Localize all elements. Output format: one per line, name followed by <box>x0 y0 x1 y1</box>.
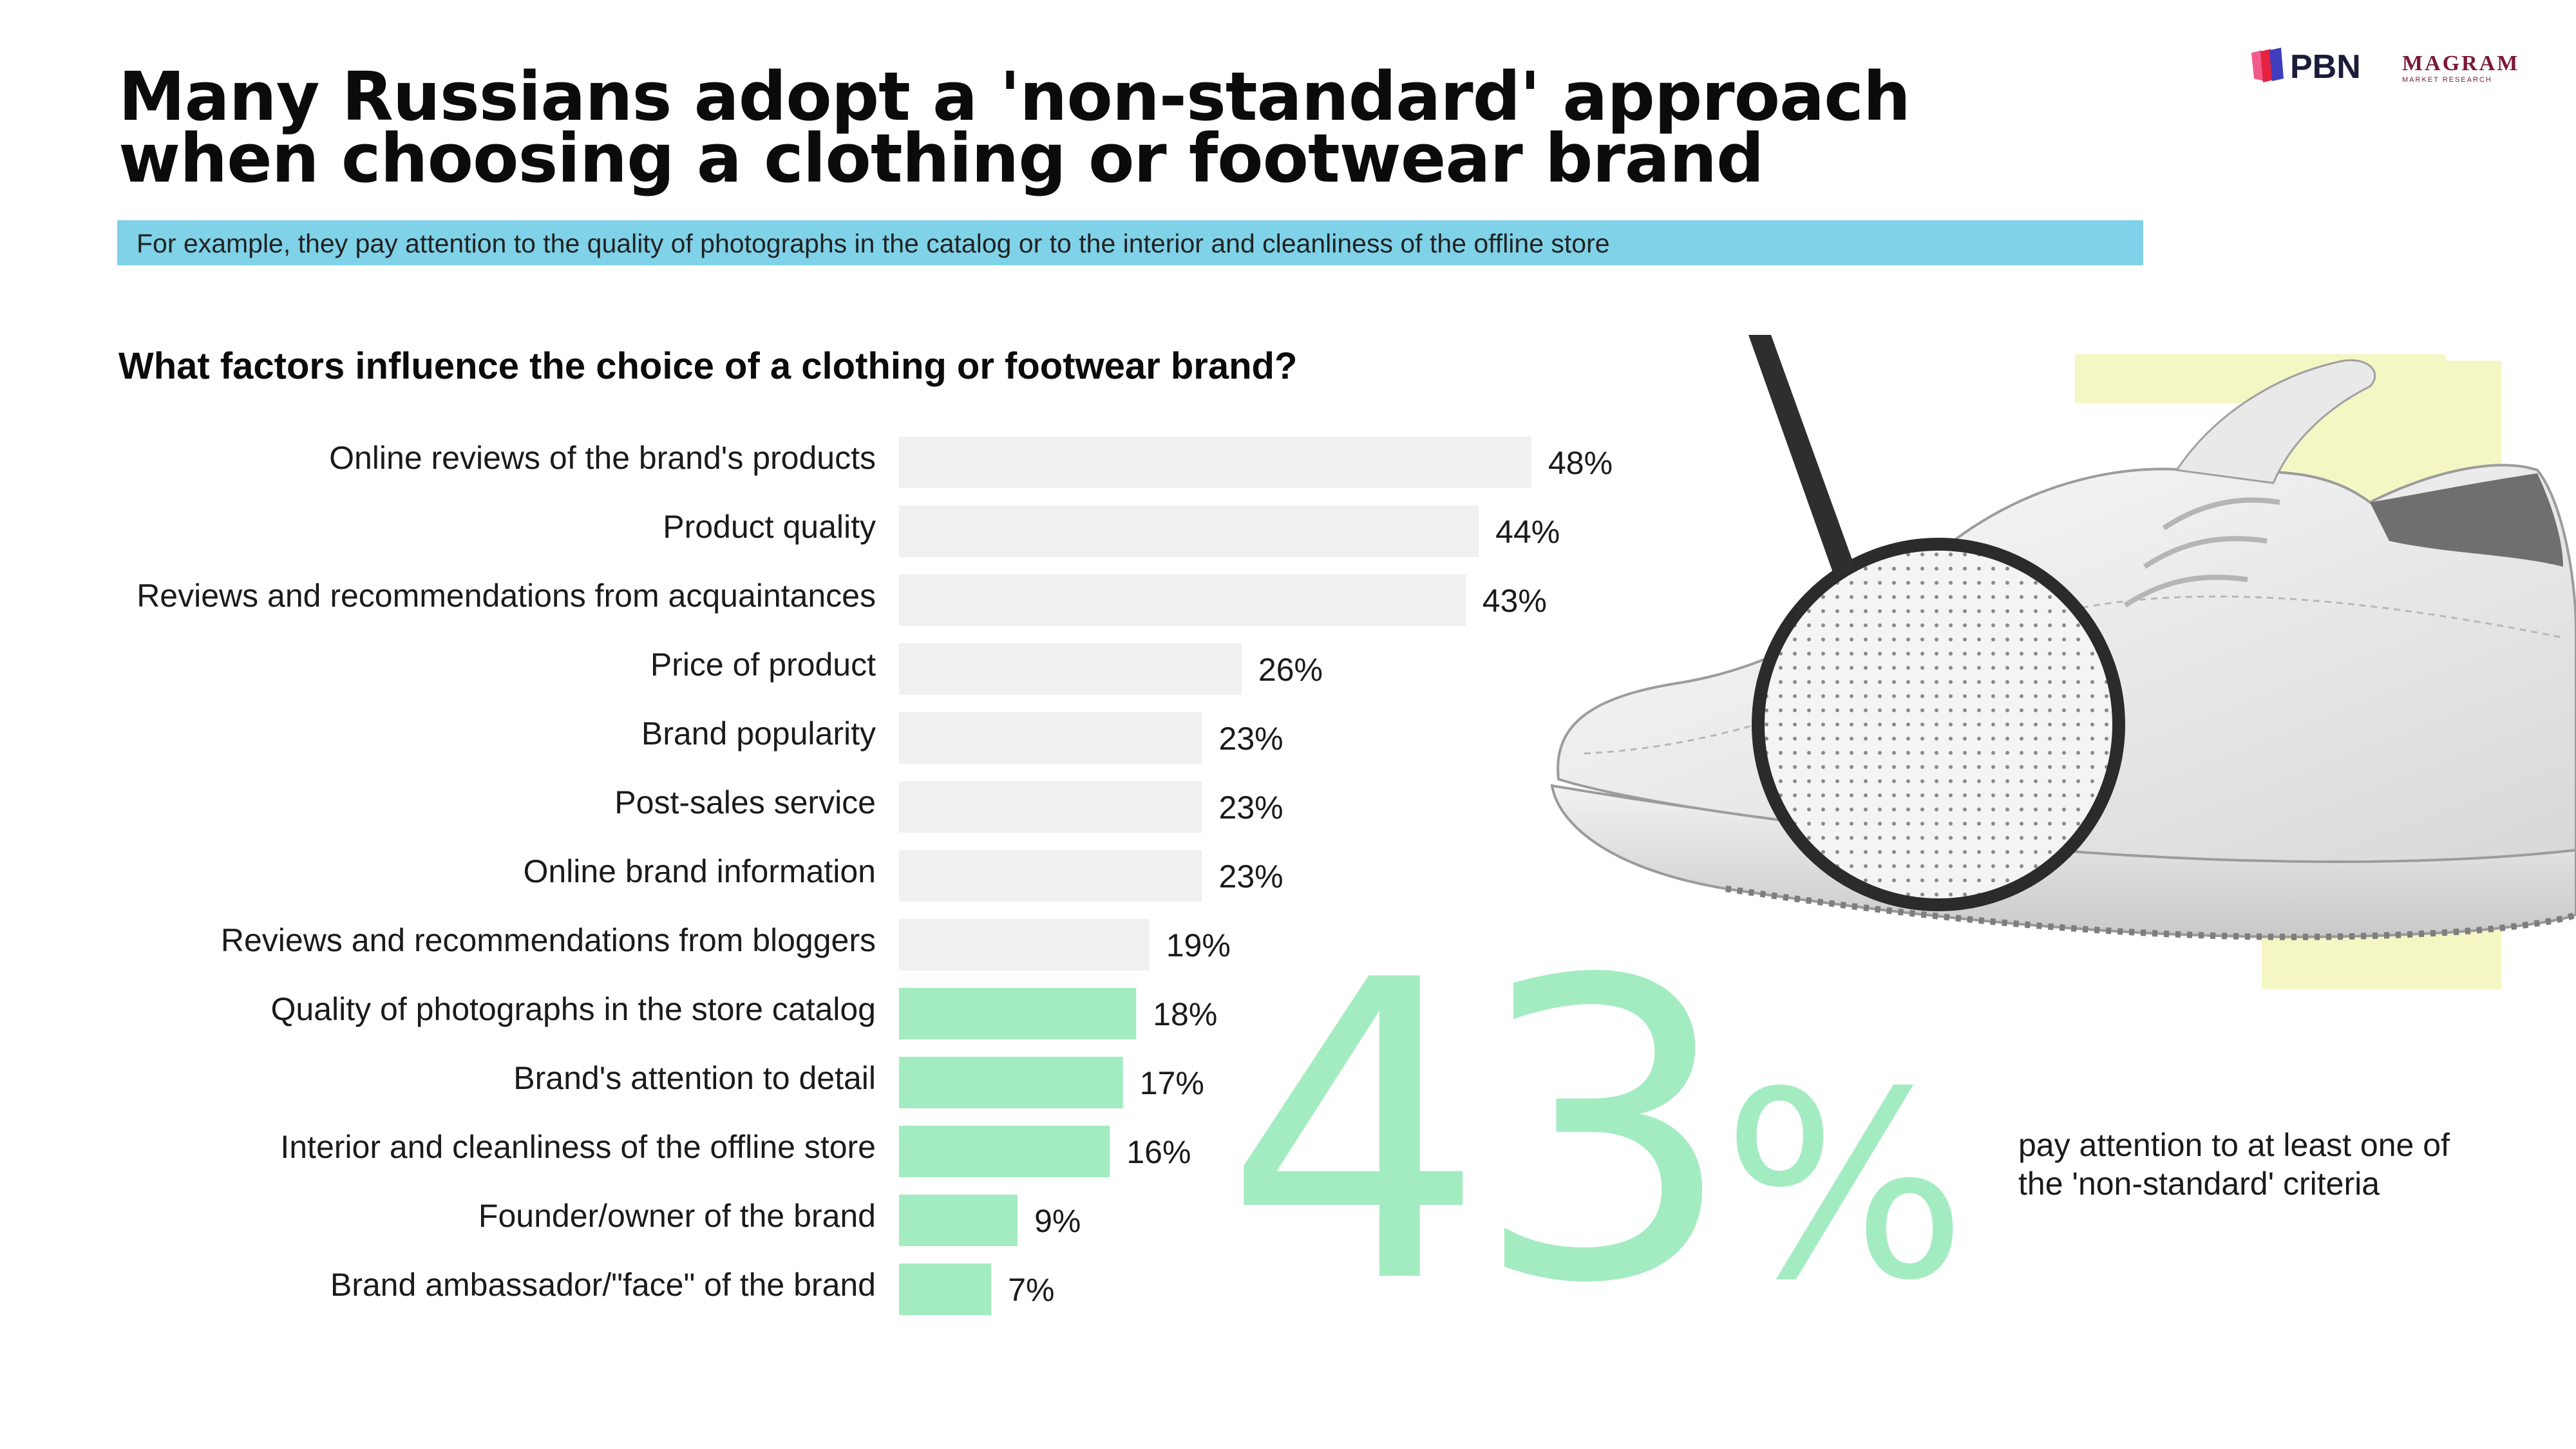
category-label: Brand ambassador/"face" of the brand <box>330 1267 876 1303</box>
bar <box>899 506 1479 557</box>
bar <box>899 850 1202 902</box>
bar <box>899 574 1466 626</box>
category-label: Online brand information <box>523 853 876 889</box>
value-label: 23% <box>1219 721 1283 757</box>
value-label: 9% <box>1034 1203 1081 1239</box>
category-label: Brand popularity <box>641 715 876 752</box>
pbn-logo: PBN <box>2249 46 2368 86</box>
category-label: Founder/owner of the brand <box>478 1198 876 1234</box>
bar <box>899 437 1531 488</box>
value-label: 23% <box>1219 858 1283 895</box>
value-label: 16% <box>1126 1134 1191 1170</box>
bar <box>899 988 1137 1039</box>
category-label: Reviews and recommendations from acquain… <box>137 578 876 614</box>
category-label: Brand's attention to detail <box>513 1060 876 1096</box>
factors-bar-chart: Online reviews of the brand's products 48… <box>137 437 1613 1315</box>
subtitle-banner: For example, they pay attention to the q… <box>117 220 2143 265</box>
value-label: 44% <box>1495 514 1560 550</box>
bar <box>899 712 1202 764</box>
bar <box>899 1126 1110 1177</box>
value-label: 17% <box>1140 1065 1204 1101</box>
category-label: Price of product <box>650 647 876 683</box>
magram-logo: MAGRAM MARKET RESEARCH <box>2402 52 2537 90</box>
value-label: 19% <box>1166 927 1231 963</box>
magram-logo-text: MAGRAM <box>2402 52 2520 75</box>
category-label: Online reviews of the brand's products <box>329 440 876 476</box>
bar <box>899 781 1202 833</box>
value-label: 43% <box>1482 583 1547 619</box>
pbn-logo-text: PBN <box>2290 48 2361 86</box>
highlight-value: 43 <box>1224 893 1735 1373</box>
magram-logo-subtext: MARKET RESEARCH <box>2402 76 2492 84</box>
highlight-caption: pay attention to at least one of the 'no… <box>2018 1127 2450 1202</box>
value-label: 26% <box>1258 652 1323 688</box>
pbn-mark-icon <box>2251 48 2284 82</box>
bar <box>899 1264 992 1315</box>
bar <box>899 1057 1123 1108</box>
value-label: 23% <box>1219 790 1283 826</box>
bar-layer: Online reviews of the brand's products 48… <box>137 437 1613 1315</box>
highlight-big-number: 43% <box>1224 927 1967 1394</box>
category-label: Product quality <box>663 509 876 545</box>
bar <box>899 1195 1018 1246</box>
category-label: Reviews and recommendations from blogger… <box>221 922 876 958</box>
bar <box>899 919 1150 971</box>
value-label: 7% <box>1008 1272 1054 1308</box>
page-title: Many Russians adopt a 'non-standard' app… <box>118 57 1911 198</box>
category-label: Interior and cleanliness of the offline … <box>280 1129 876 1165</box>
category-label: Post-sales service <box>614 784 876 820</box>
value-label: 48% <box>1548 445 1613 481</box>
subtitle-text: For example, they pay attention to the q… <box>137 229 1610 258</box>
shoe-with-magnifier-illustration <box>1550 335 2576 940</box>
bar <box>899 643 1242 695</box>
highlight-percent-sign: % <box>1722 1037 1967 1337</box>
category-label: Quality of photographs in the store cata… <box>271 991 876 1027</box>
chart-question: What factors influence the choice of a c… <box>118 345 1298 387</box>
value-label: 18% <box>1153 996 1217 1032</box>
